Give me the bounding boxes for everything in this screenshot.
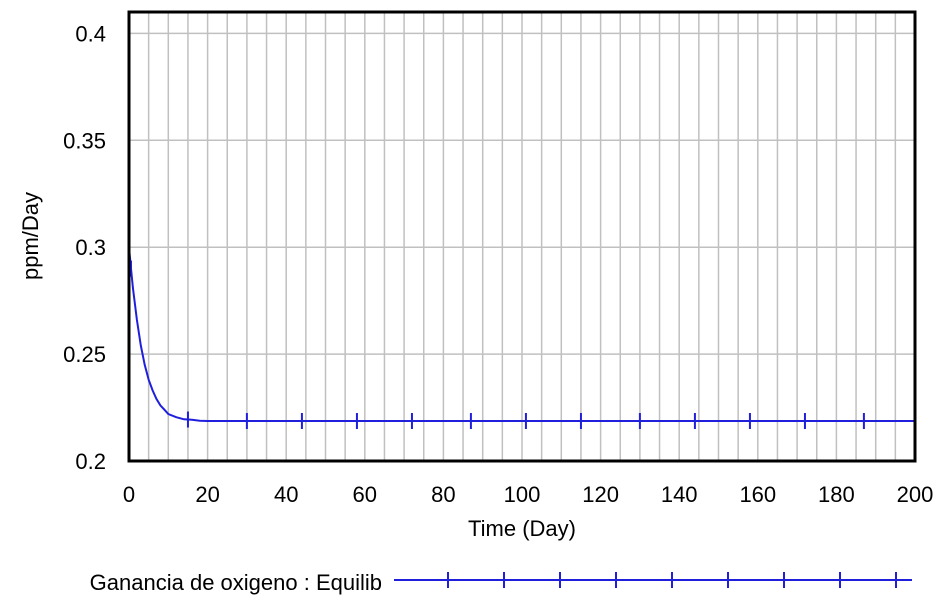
x-tick-label: 40 — [274, 482, 298, 507]
grid-lines — [129, 12, 915, 461]
plot-area-frame — [127, 10, 917, 463]
x-tick-label: 180 — [818, 482, 855, 507]
x-tick-label: 0 — [123, 482, 135, 507]
x-tick-label: 120 — [582, 482, 619, 507]
y-axis-tick-labels: 0.2 0.25 0.3 0.35 0.4 — [63, 21, 106, 474]
x-tick-label: 160 — [739, 482, 776, 507]
series-layer — [128, 247, 915, 430]
y-tick-label: 0.35 — [63, 128, 106, 153]
x-axis-title: Time (Day) — [468, 516, 576, 541]
y-axis-title: ppm/Day — [18, 192, 43, 280]
legend-line-sample — [394, 572, 912, 588]
x-tick-label: 140 — [661, 482, 698, 507]
y-tick-label: 0.3 — [75, 235, 106, 260]
legend: Ganancia de oxigeno : Equilib — [90, 570, 912, 595]
series-line — [128, 247, 915, 422]
x-tick-label: 200 — [897, 482, 934, 507]
y-tick-label: 0.2 — [75, 449, 106, 474]
x-tick-label: 100 — [504, 482, 541, 507]
y-tick-label: 0.25 — [63, 342, 106, 367]
x-axis-tick-labels: 0 20 40 60 80 100 120 140 160 180 200 — [123, 482, 933, 507]
legend-label: Ganancia de oxigeno : Equilib — [90, 570, 382, 595]
x-tick-label: 60 — [353, 482, 377, 507]
x-tick-label: 80 — [431, 482, 455, 507]
y-tick-label: 0.4 — [75, 21, 106, 46]
x-tick-label: 20 — [195, 482, 219, 507]
